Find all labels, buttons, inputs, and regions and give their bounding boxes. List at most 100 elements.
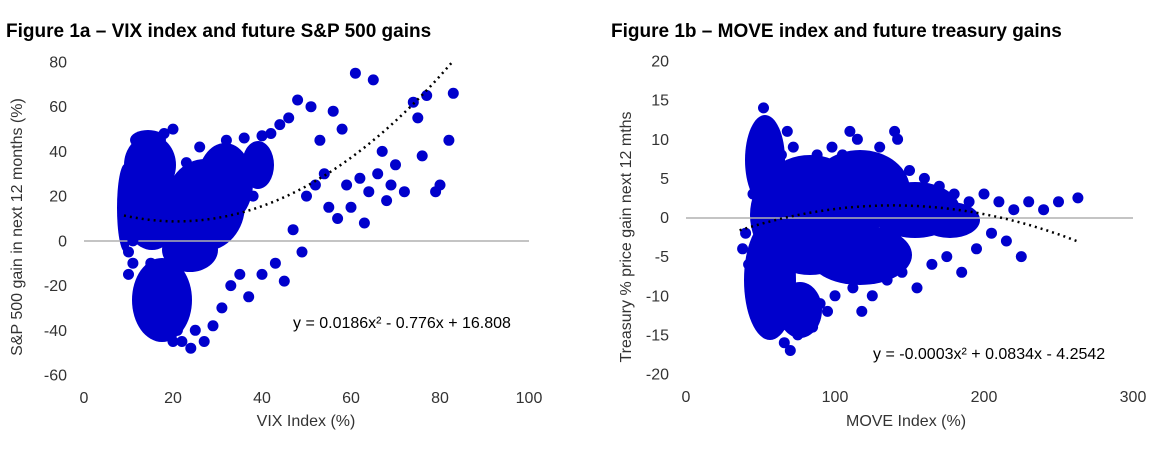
- data-point: [207, 320, 219, 332]
- data-point: [859, 157, 871, 169]
- data-point: [131, 201, 143, 213]
- data-point: [1072, 192, 1084, 204]
- chart-1b-y-label: Treasury % price gain next 12 mths: [618, 111, 635, 362]
- data-point: [963, 196, 975, 208]
- data-point: [1023, 196, 1035, 208]
- data-point: [296, 246, 308, 258]
- chart-1b-x-ticks: 0 100 200 300: [682, 389, 1147, 406]
- data-point: [766, 305, 778, 317]
- data-point: [763, 118, 775, 130]
- data-point: [986, 227, 997, 239]
- data-point: [755, 165, 766, 176]
- data-point: [127, 235, 139, 247]
- data-point: [265, 128, 277, 139]
- data-point: [778, 337, 790, 349]
- data-point: [345, 201, 357, 213]
- data-point: [123, 268, 134, 280]
- chart-1b-y-ticks: -20 -15 -10 -5 0 5 10 15 20: [646, 54, 669, 384]
- data-point: [238, 132, 250, 144]
- data-point: [229, 157, 241, 169]
- data-point: [398, 186, 410, 198]
- data-point: [292, 94, 304, 106]
- data-point: [167, 336, 179, 347]
- y-tick-label: 5: [660, 171, 669, 188]
- x-tick-label: 40: [253, 390, 271, 407]
- data-point: [269, 257, 281, 269]
- data-point: [158, 128, 170, 139]
- data-point: [149, 145, 161, 157]
- data-point: [892, 133, 904, 145]
- chart-1b-points: [737, 102, 1084, 356]
- data-point: [367, 74, 379, 86]
- chart-1b-x-label: MOVE Index (%): [846, 413, 966, 430]
- data-point: [247, 190, 259, 202]
- data-point: [354, 172, 366, 184]
- data-point: [149, 302, 161, 314]
- data-point: [993, 196, 1005, 208]
- y-tick-label: 0: [58, 233, 67, 250]
- data-point: [332, 213, 344, 224]
- data-point: [256, 130, 268, 142]
- y-tick-label: -20: [646, 367, 669, 384]
- data-point: [136, 157, 148, 169]
- data-point: [341, 179, 353, 191]
- data-point: [225, 280, 237, 292]
- chart-1a-points: [123, 67, 459, 354]
- data-point: [234, 268, 246, 280]
- data-point: [372, 168, 384, 180]
- y-tick-label: 80: [49, 55, 67, 72]
- data-point: [185, 342, 197, 354]
- data-point: [140, 280, 152, 292]
- x-tick-label: 0: [682, 389, 691, 406]
- x-tick-label: 300: [1120, 389, 1147, 406]
- data-point: [287, 224, 299, 236]
- chart-1a: Figure 1a – VIX index and future S&P 500…: [6, 21, 542, 430]
- data-point: [198, 336, 210, 347]
- data-point: [309, 179, 321, 191]
- data-point: [176, 336, 188, 347]
- chart-1a-trend-equation: y = 0.0186x² - 0.776x + 16.808: [293, 315, 511, 332]
- data-point: [799, 313, 811, 325]
- data-point: [1008, 204, 1020, 216]
- data-point: [837, 149, 848, 161]
- data-point: [874, 141, 886, 153]
- data-point: [349, 67, 361, 79]
- data-point: [376, 145, 388, 157]
- data-point: [948, 188, 960, 200]
- data-point: [447, 87, 459, 99]
- data-point: [154, 313, 166, 325]
- data-point: [881, 274, 893, 286]
- data-point: [416, 150, 428, 162]
- y-tick-label: 60: [49, 99, 67, 116]
- data-point: [434, 179, 446, 191]
- chart-1a-y-label: S&P 500 gain in next 12 months (%): [9, 98, 26, 356]
- y-tick-label: -60: [44, 368, 67, 385]
- chart-1a-dense-cloud: [117, 130, 274, 342]
- data-point: [807, 321, 819, 333]
- chart-1a-trendline: [123, 59, 455, 223]
- data-point: [769, 133, 781, 145]
- data-point: [747, 188, 759, 200]
- data-point: [180, 157, 192, 169]
- data-point: [847, 282, 859, 294]
- data-point: [1015, 251, 1027, 263]
- data-point: [327, 105, 339, 117]
- data-point: [844, 125, 856, 137]
- data-point: [189, 324, 201, 336]
- data-point: [971, 243, 982, 255]
- data-point: [443, 134, 455, 146]
- data-point: [802, 165, 814, 176]
- data-point: [956, 266, 968, 278]
- y-tick-label: -5: [655, 249, 669, 266]
- data-point: [772, 321, 784, 333]
- data-point: [216, 302, 228, 314]
- y-tick-label: 10: [651, 132, 669, 149]
- data-point: [363, 186, 375, 198]
- data-point: [933, 180, 945, 192]
- data-point: [278, 275, 290, 287]
- y-tick-label: 15: [651, 93, 669, 110]
- y-tick-label: 20: [49, 189, 67, 206]
- data-point: [918, 172, 930, 184]
- data-point: [784, 345, 796, 356]
